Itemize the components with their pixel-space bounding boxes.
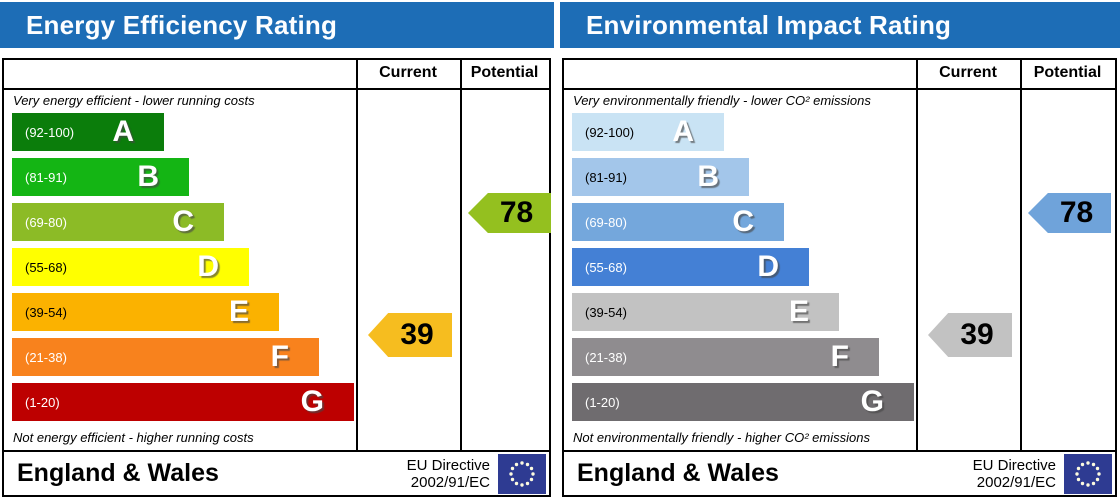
band-letter: C	[172, 205, 194, 238]
potential-rating-value: 78	[1059, 196, 1094, 229]
band-e: (39-54) E	[572, 293, 839, 331]
footer-divider	[4, 450, 549, 452]
band-letter: A	[112, 115, 134, 148]
rating-table: Current Potential Very energy efficient …	[2, 58, 551, 497]
region-label: England & Wales	[577, 459, 779, 487]
current-rating-value: 39	[960, 318, 994, 351]
column-divider-potential	[1020, 60, 1022, 450]
eu-flag-icon	[498, 453, 546, 494]
band-letter: F	[270, 340, 289, 373]
column-header-potential: Potential	[1033, 64, 1102, 81]
band-range: (69-80)	[585, 214, 627, 230]
rating-bands: (92-100) A (81-91) B (69-80) C (55-68) D…	[572, 113, 914, 428]
column-divider-current	[356, 60, 358, 450]
band-letter: C	[732, 205, 754, 238]
eu-directive-line2: 2002/91/EC	[410, 473, 490, 491]
band-letter: B	[137, 160, 159, 193]
band-letter: E	[788, 295, 809, 328]
column-divider-current	[916, 60, 918, 450]
eu-directive-line2: 2002/91/EC	[976, 473, 1056, 491]
band-a: (92-100) A	[12, 113, 164, 151]
eu-flag-icon	[1064, 453, 1112, 494]
top-note: Very environmentally friendly - lower CO…	[573, 93, 871, 108]
bottom-note: Not environmentally friendly - higher CO…	[573, 430, 870, 445]
eu-directive-line1: EU Directive	[406, 456, 490, 474]
band-range: (1-20)	[25, 394, 60, 410]
band-letter: G	[860, 385, 884, 418]
band-letter: B	[697, 160, 719, 193]
band-range: (55-68)	[585, 259, 627, 275]
band-range: (39-54)	[585, 304, 627, 320]
band-letter: D	[197, 250, 219, 283]
band-range: (69-80)	[25, 214, 67, 230]
band-f: (21-38) F	[12, 338, 319, 376]
band-range: (92-100)	[585, 124, 635, 140]
column-header-current: Current	[379, 64, 437, 81]
panel-title: Energy Efficiency Rating	[26, 10, 338, 40]
band-c: (69-80) C	[572, 203, 784, 241]
panel-title: Environmental Impact Rating	[586, 10, 952, 40]
current-rating-arrow: 39	[928, 313, 1012, 357]
rating-table: Current Potential Very environmentally f…	[562, 58, 1117, 497]
current-rating-arrow: 39	[368, 313, 452, 357]
panel-title-bar: Environmental Impact Rating	[560, 2, 1120, 48]
panel-footer: England & Wales EU Directive 2002/91/EC	[4, 452, 549, 495]
panel-title-bar: Energy Efficiency Rating	[0, 2, 554, 48]
band-range: (21-38)	[25, 349, 67, 365]
band-letter: A	[672, 115, 694, 148]
band-letter: F	[830, 340, 849, 373]
band-letter: E	[228, 295, 249, 328]
eu-directive-label: EU Directive 2002/91/EC	[407, 457, 498, 491]
band-d: (55-68) D	[572, 248, 809, 286]
column-header-potential: Potential	[470, 64, 539, 81]
potential-rating-arrow: 78	[468, 193, 551, 233]
band-range: (55-68)	[25, 259, 67, 275]
environmental-impact-panel: Environmental Impact Rating Current Pote…	[560, 0, 1120, 500]
current-rating-value: 39	[400, 318, 434, 351]
band-b: (81-91) B	[12, 158, 189, 196]
band-range: (81-91)	[585, 169, 627, 185]
footer-divider	[564, 450, 1115, 452]
column-divider-potential	[460, 60, 462, 450]
potential-rating-arrow: 78	[1028, 193, 1111, 233]
band-letter: D	[757, 250, 779, 283]
band-f: (21-38) F	[572, 338, 879, 376]
header-divider	[4, 88, 549, 90]
band-range: (92-100)	[25, 124, 75, 140]
top-note: Very energy efficient - lower running co…	[13, 93, 255, 108]
rating-bands: (92-100) A (81-91) B (69-80) C (55-68) D…	[12, 113, 354, 428]
band-g: (1-20) G	[12, 383, 354, 421]
eu-directive-label: EU Directive 2002/91/EC	[973, 457, 1064, 491]
band-letter: G	[300, 385, 324, 418]
region-label: England & Wales	[17, 459, 219, 487]
energy-efficiency-panel: Energy Efficiency Rating Current Potenti…	[0, 0, 554, 500]
eu-directive-line1: EU Directive	[972, 456, 1056, 474]
band-g: (1-20) G	[572, 383, 914, 421]
band-c: (69-80) C	[12, 203, 224, 241]
band-range: (1-20)	[585, 394, 620, 410]
bottom-note: Not energy efficient - higher running co…	[13, 430, 254, 445]
band-range: (81-91)	[25, 169, 67, 185]
band-range: (21-38)	[585, 349, 627, 365]
potential-rating-value: 78	[499, 196, 534, 229]
band-range: (39-54)	[25, 304, 67, 320]
header-divider	[564, 88, 1115, 90]
panel-footer: England & Wales EU Directive 2002/91/EC	[564, 452, 1115, 495]
band-a: (92-100) A	[572, 113, 724, 151]
band-d: (55-68) D	[12, 248, 249, 286]
band-b: (81-91) B	[572, 158, 749, 196]
column-header-current: Current	[939, 64, 997, 81]
band-e: (39-54) E	[12, 293, 279, 331]
